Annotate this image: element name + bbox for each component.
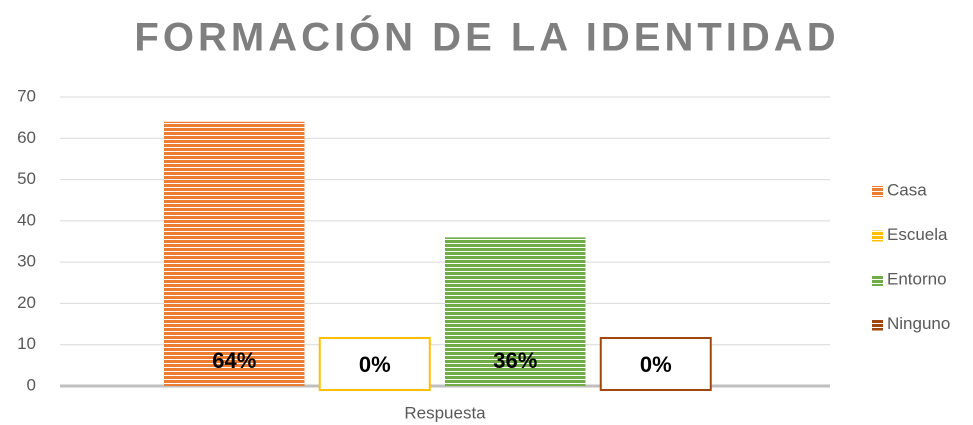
y-tick-label: 30: [17, 252, 36, 271]
y-tick-label: 60: [17, 128, 36, 147]
legend-swatch: [872, 186, 883, 197]
legend-swatch: [872, 319, 883, 331]
legend-label: Casa: [887, 180, 927, 199]
data-label: 0%: [640, 352, 672, 377]
chart-title: FORMACIÓN DE LA IDENTIDAD: [134, 14, 839, 60]
data-label: 36%: [493, 348, 537, 373]
legend-label: Escuela: [887, 225, 948, 244]
legend-label: Ninguno: [887, 314, 950, 333]
y-tick-label: 50: [17, 169, 36, 188]
data-label: 0%: [359, 352, 391, 377]
bar: [164, 121, 305, 387]
y-tick-label: 20: [17, 293, 36, 312]
y-tick-label: 70: [17, 86, 36, 105]
bar: [445, 237, 586, 386]
x-tick-label: Respuesta: [404, 403, 486, 422]
legend-label: Entorno: [887, 269, 947, 288]
y-tick-label: 40: [17, 210, 36, 229]
data-label-box: [318, 337, 431, 391]
legend-swatch: [872, 275, 883, 286]
y-tick-label: 0: [27, 375, 36, 394]
data-label: 64%: [212, 348, 256, 373]
data-label-box: [599, 337, 712, 391]
legend-swatch: [872, 230, 883, 242]
y-tick-label: 10: [17, 334, 36, 353]
